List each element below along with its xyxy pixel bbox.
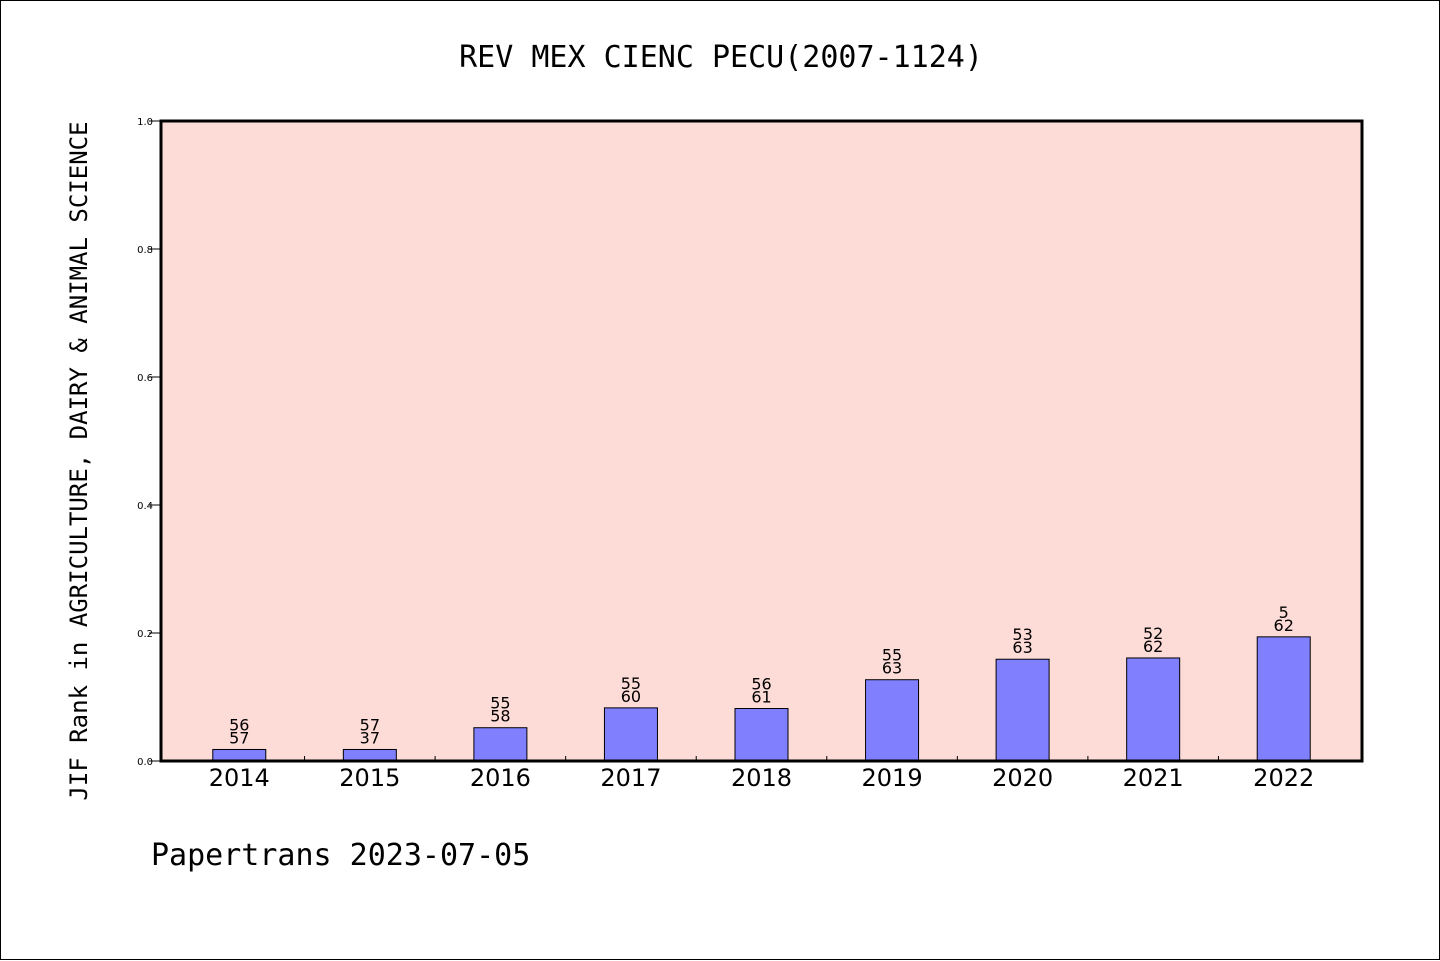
bar-2017 — [603, 707, 658, 762]
bar-2015 — [342, 748, 397, 762]
rank-label: 55 — [490, 694, 510, 713]
y-tick-label: 0.2 — [137, 629, 153, 640]
plot-area — [161, 121, 1362, 761]
y-tick-label: 0.4 — [137, 501, 153, 512]
bar-2021 — [1126, 657, 1181, 762]
total-label: 63 — [1012, 638, 1032, 657]
bar-2018 — [734, 708, 789, 762]
rank-label: 5 — [1279, 603, 1289, 622]
rank-label: 56 — [751, 675, 771, 694]
total-label: 37 — [360, 728, 380, 747]
total-label: 60 — [621, 687, 641, 706]
total-label: 61 — [751, 688, 771, 707]
x-tick-label: 2015 — [339, 764, 400, 792]
rank-label: 57 — [360, 715, 380, 734]
rank-label: 55 — [882, 646, 902, 665]
footer-text: Papertrans 2023-07-05 — [151, 838, 530, 873]
rank-label: 55 — [621, 674, 641, 693]
bar-2014 — [212, 748, 267, 762]
x-tick-label: 2020 — [992, 764, 1053, 792]
rank-label: 52 — [1143, 624, 1163, 643]
total-label: 63 — [882, 659, 902, 678]
bar-2022 — [1256, 636, 1311, 762]
x-tick-label: 2016 — [470, 764, 531, 792]
rank-label: 53 — [1012, 625, 1032, 644]
y-axis-label: JIF Rank in AGRICULTURE, DAIRY & ANIMAL … — [65, 121, 93, 800]
x-tick-label: 2017 — [600, 764, 661, 792]
x-tick-label: 2019 — [862, 764, 923, 792]
total-label: 57 — [229, 728, 249, 747]
y-tick-label: 0.6 — [137, 373, 153, 384]
y-axis-ticks: 0.0 0.2 0.4 0.6 0.8 1.0 — [137, 117, 161, 768]
total-label: 62 — [1274, 616, 1294, 635]
total-label: 62 — [1143, 637, 1163, 656]
chart-title: REV MEX CIENC PECU(2007-1124) — [459, 40, 983, 75]
y-tick-label: 0.0 — [137, 757, 153, 768]
bar-2016 — [473, 727, 528, 762]
x-axis-ticks: 2014 2015 2016 2017 2018 2019 2020 2021 2022 — [209, 756, 1314, 792]
y-tick-label: 0.8 — [137, 245, 153, 256]
bar-2020 — [995, 658, 1050, 762]
x-tick-label: 2018 — [731, 764, 792, 792]
x-tick-label: 2014 — [209, 764, 270, 792]
x-tick-label: 2021 — [1123, 764, 1184, 792]
y-tick-label: 1.0 — [137, 117, 153, 128]
plot-border — [159, 119, 1364, 763]
bar-2019 — [865, 679, 920, 762]
rank-label: 56 — [229, 715, 249, 734]
x-tick-label: 2022 — [1253, 764, 1314, 792]
total-label: 58 — [490, 707, 510, 726]
